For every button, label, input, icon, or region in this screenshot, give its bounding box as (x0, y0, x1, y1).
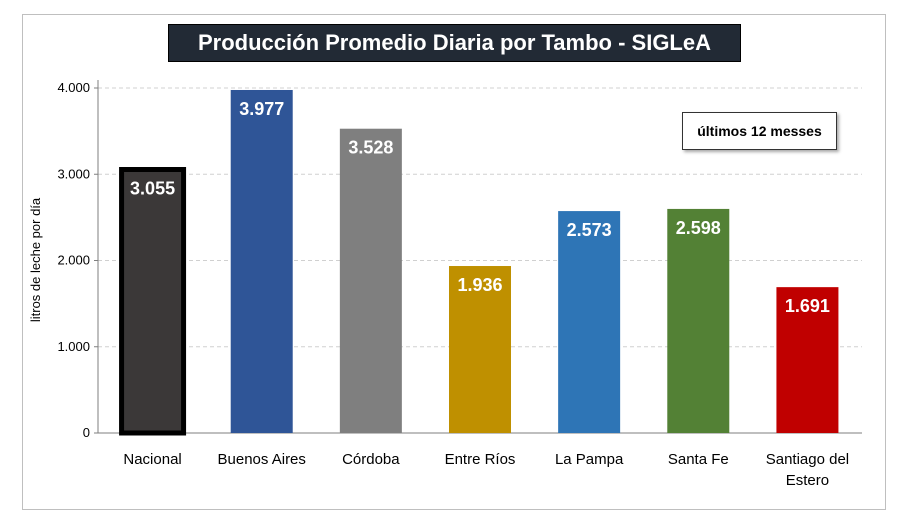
value-label: 1.691 (785, 296, 830, 316)
y-tick-label: 1.000 (57, 339, 90, 354)
y-tick-label: 2.000 (57, 253, 90, 268)
bar-3 (449, 266, 511, 433)
category-label: Santiago del (766, 451, 849, 468)
chart-title: Producción Promedio Diaria por Tambo - S… (168, 24, 741, 62)
y-tick-label: 0 (83, 425, 90, 440)
value-label: 2.598 (676, 218, 721, 238)
bars (119, 89, 839, 436)
value-label: 3.977 (239, 99, 284, 119)
value-label: 2.573 (567, 220, 612, 240)
category-label: Entre Ríos (445, 451, 516, 468)
labels: 3.055 Nacional 3.977 Buenos Aires 3.528 Córdo… (123, 99, 849, 489)
value-label: 3.055 (130, 179, 175, 199)
category-label: Santa Fe (668, 451, 729, 468)
y-tick-label: 3.000 (57, 166, 90, 181)
category-label: Estero (786, 472, 829, 489)
axes: 0 1.000 2.000 3.000 4.000 (57, 80, 862, 440)
bar-6 (776, 287, 839, 433)
category-label: La Pampa (555, 451, 624, 468)
category-label: Buenos Aires (218, 451, 306, 468)
category-label: Nacional (123, 451, 181, 468)
bar-4 (558, 211, 621, 433)
value-label: 1.936 (457, 275, 502, 295)
y-axis-label: litros de leche por día (28, 197, 43, 322)
category-label: Córdoba (342, 451, 400, 468)
bar-0 (119, 167, 187, 436)
bar-5 (667, 208, 730, 433)
bar-1 (230, 89, 293, 433)
bar-2 (339, 128, 402, 433)
y-tick-label: 4.000 (57, 80, 90, 95)
value-label: 3.528 (348, 138, 393, 158)
period-annotation: últimos 12 messes (682, 112, 837, 150)
